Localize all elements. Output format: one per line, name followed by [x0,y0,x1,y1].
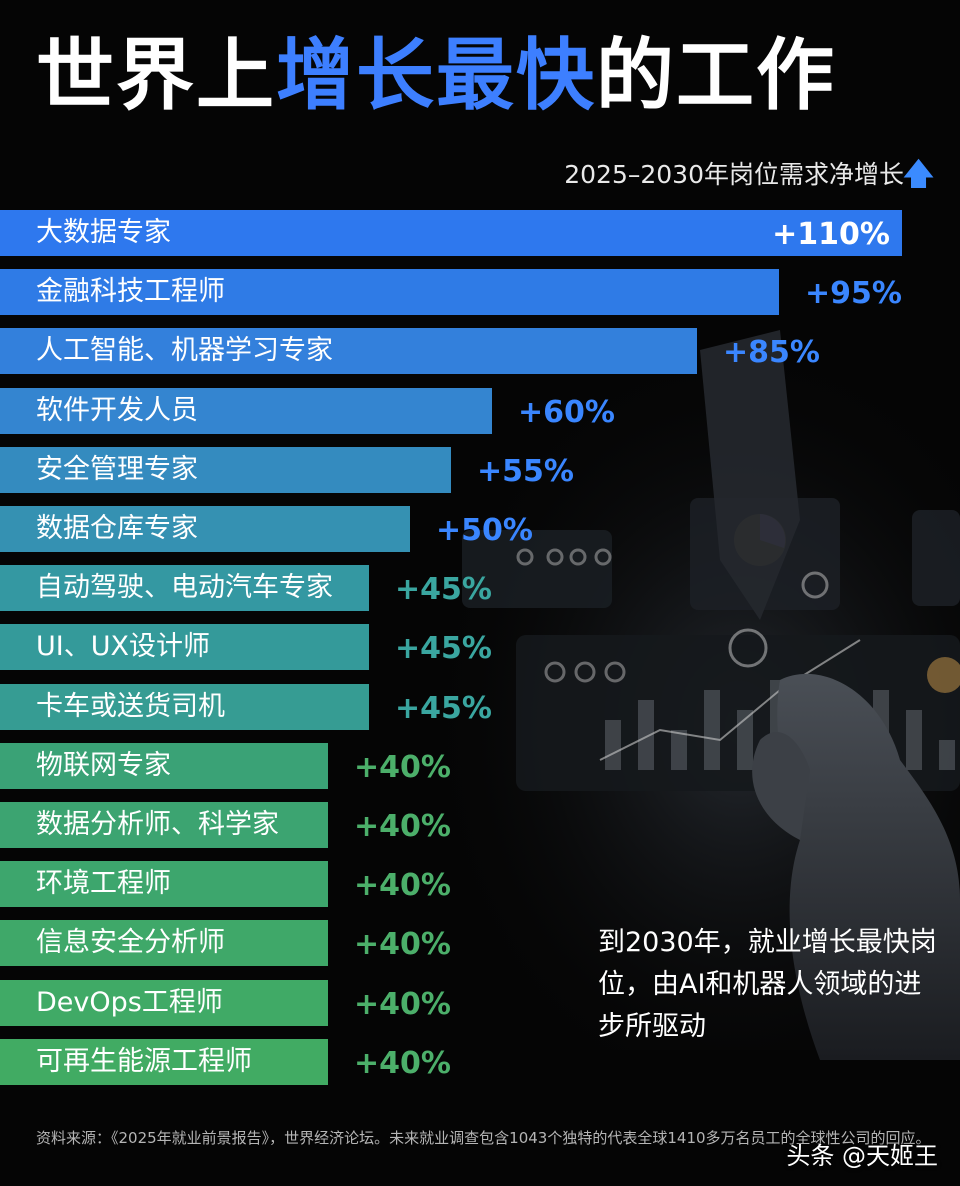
caption-text: 到2030年，就业增长最快岗位，由AI和机器人领域的进步所驱动 [598,927,937,1042]
bar-value-label: +40% [354,987,451,1022]
bar [0,388,492,434]
bar-value-label: +45% [395,691,492,726]
bar-category-label: UI、UX设计师 [36,631,210,662]
bar [0,506,410,552]
title-highlight: 增长最快 [276,31,597,121]
bar-category-label: 物联网专家 [36,750,171,781]
page-title: 世界上增长最快的工作 [36,28,836,124]
bar [0,802,328,848]
bar [0,328,697,374]
bar-category-label: 安全管理专家 [36,454,198,485]
bar [0,565,369,611]
bar-value-label: +40% [354,868,451,903]
bar [0,743,328,789]
bar [0,980,328,1026]
title-part-3: 的工作 [596,31,837,121]
bar-category-label: 可再生能源工程师 [36,1046,252,1077]
bar [0,269,779,315]
bar-category-label: 卡车或送货司机 [36,691,225,722]
bar-category-label: 环境工程师 [36,868,171,899]
bar [0,210,902,256]
bar-value-label: +55% [477,454,574,489]
bar-category-label: DevOps工程师 [36,987,223,1018]
bar [0,624,369,670]
watermark: 头条 @天姬王 [786,1142,938,1170]
bar-value-label: +45% [395,572,492,607]
bar-value-label: +45% [395,631,492,666]
bar-value-label: +50% [436,513,533,548]
bar-category-label: 大数据专家 [36,217,171,248]
bar-category-label: 自动驾驶、电动汽车专家 [36,572,333,603]
title-part-1: 世界上 [36,31,277,121]
bar-category-label: 人工智能、机器学习专家 [36,335,333,366]
bar-value-label: +40% [354,809,451,844]
bar-category-label: 信息安全分析师 [36,927,225,958]
bar-value-label: +40% [354,750,451,785]
bar-value-label: +110% [772,217,890,252]
bar-category-label: 数据分析师、科学家 [36,809,279,840]
bar-category-label: 数据仓库专家 [36,513,198,544]
bar [0,1039,328,1085]
up-arrow-icon: 🡅 [903,157,934,192]
axis-label: 2025–2030年岗位需求净增长 [564,160,904,189]
bar-value-label: +40% [354,1046,451,1081]
bar [0,684,369,730]
bar [0,920,328,966]
bar-value-label: +95% [805,276,902,311]
source-note: 资料来源：《2025年就业前景报告》，世界经济论坛。未来就业调查包含1043个独… [36,1129,931,1147]
bar-category-label: 金融科技工程师 [36,276,225,307]
bar-value-label: +60% [518,395,615,430]
bar [0,447,451,493]
bar [0,861,328,907]
bar-value-label: +85% [723,335,820,370]
bar-value-label: +40% [354,927,451,962]
bar-category-label: 软件开发人员 [36,395,198,426]
